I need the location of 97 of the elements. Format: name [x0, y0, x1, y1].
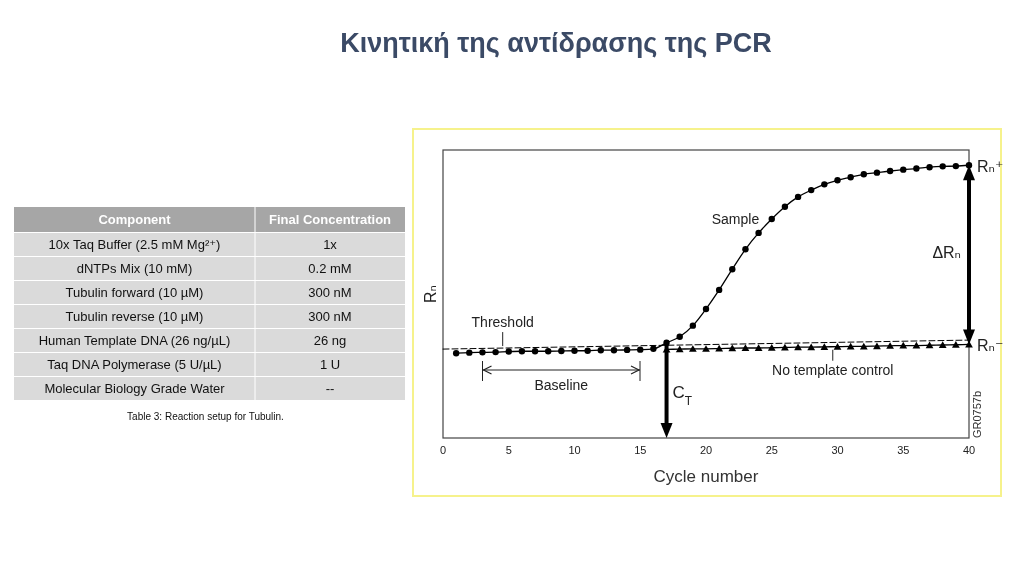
point: [939, 163, 946, 170]
point: [729, 265, 736, 273]
point: [900, 166, 907, 173]
point: [702, 305, 710, 313]
x-tick-label: 0: [439, 444, 447, 456]
x-tick-label: 5: [505, 444, 512, 456]
point: [873, 169, 881, 176]
point: [912, 341, 921, 349]
y-axis-title: Rₙ: [422, 285, 439, 303]
point: [781, 203, 789, 210]
text: Rₙ⁻: [977, 337, 1004, 355]
text: 10x Taq Buffer (2.5 mM Mg²⁺): [48, 237, 221, 252]
x-tick-label: 40: [962, 444, 976, 456]
text: Rₙ⁺: [977, 158, 1004, 176]
text: 300 nM: [308, 309, 352, 324]
point: [926, 163, 933, 171]
point: [886, 342, 894, 349]
text: dNTPs Mix (10 mM): [76, 261, 193, 276]
point: [650, 345, 657, 353]
point: [675, 345, 684, 353]
point: [860, 171, 867, 178]
x-tick-label: 30: [831, 444, 844, 456]
point: [676, 333, 683, 341]
point: [808, 186, 815, 194]
text: Human Template DNA (26 ng/µL): [38, 333, 231, 348]
point: [742, 246, 749, 253]
point: [913, 165, 920, 172]
text: 1x: [323, 237, 338, 252]
point: [702, 345, 710, 352]
x-tick-label: 25: [765, 444, 778, 456]
point: [938, 341, 947, 349]
text: 1 U: [319, 357, 341, 372]
point: [689, 322, 697, 329]
point: [492, 348, 499, 356]
x-tick-label: 10: [568, 444, 581, 456]
text: Molecular Biology Grade Water: [44, 381, 226, 396]
annotation: C$_{T}$: [672, 383, 693, 409]
text: 0.2 mM: [308, 261, 352, 276]
point: [715, 286, 723, 294]
point: [531, 348, 539, 355]
series-label: Threshold: [471, 314, 534, 331]
chart-title: Κινητική της αντίδρασης της PCR: [340, 28, 772, 58]
x-tick-label: 15: [634, 444, 647, 456]
point: [768, 215, 775, 223]
point: [741, 344, 750, 352]
point: [715, 344, 724, 352]
point: [688, 345, 697, 352]
point: [794, 193, 802, 201]
x-tick-label: 35: [897, 444, 910, 456]
text: Final Concentration: [268, 212, 392, 227]
text: 300 nM: [308, 285, 352, 300]
point: [505, 348, 512, 355]
point: [794, 343, 802, 351]
x-tick-label: 20: [699, 444, 713, 456]
series-label: No template control: [772, 361, 894, 378]
point: [965, 162, 973, 169]
point: [754, 344, 763, 352]
point: [597, 346, 604, 354]
point: [807, 343, 816, 351]
caption: Table 3: Reaction setup for Tubulin.: [127, 411, 284, 422]
point: [820, 343, 829, 350]
point: [571, 347, 578, 354]
text: Component: [98, 212, 172, 227]
point: [545, 348, 552, 355]
point: [886, 167, 894, 175]
text: Tubulin reverse (10 µM): [65, 309, 204, 324]
series-label: Sample: [711, 210, 760, 227]
text: 26 ng: [313, 333, 347, 348]
point: [623, 346, 631, 354]
point: [663, 339, 670, 347]
point: [479, 349, 486, 356]
annotation: Baseline: [534, 377, 589, 393]
x-axis-title: Cycle number: [653, 467, 759, 486]
point: [873, 342, 881, 350]
point: [925, 341, 934, 349]
text: --: [325, 381, 335, 396]
annotation: ΔRₙ: [932, 243, 961, 261]
point: [518, 348, 526, 355]
point: [637, 346, 644, 353]
point: [452, 349, 460, 357]
point: [821, 181, 828, 188]
point: [833, 342, 842, 350]
point: [951, 341, 960, 348]
point: [767, 344, 776, 351]
point: [728, 344, 737, 352]
point: [899, 341, 908, 349]
text: Tubulin forward (10 µM): [65, 285, 204, 300]
point: [952, 162, 960, 170]
text: Taq DNA Polymerase (5 U/µL): [47, 357, 222, 372]
point: [584, 347, 591, 354]
point: [834, 177, 841, 184]
point: [610, 346, 618, 354]
point: [755, 229, 762, 237]
point: [558, 347, 565, 355]
point: [466, 349, 473, 356]
text: GR0757b: [971, 390, 983, 438]
point: [847, 174, 854, 181]
